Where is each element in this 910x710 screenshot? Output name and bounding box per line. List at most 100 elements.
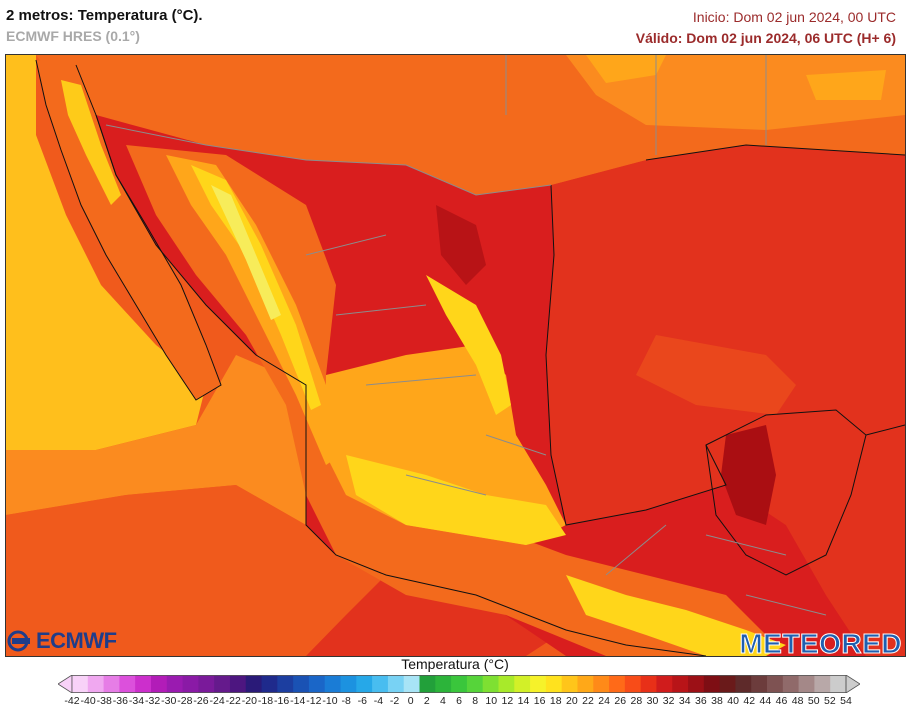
cool-sea-region — [6, 55, 206, 450]
colorbar-swatch — [182, 675, 199, 693]
pacific-coastline — [95, 114, 707, 656]
colorbar-tick-label: -2 — [389, 695, 400, 707]
colorbar-swatch — [482, 675, 499, 693]
colorbar-tick-label: 26 — [614, 695, 627, 707]
colorbar-tick-label: 12 — [501, 695, 514, 707]
baja-highland — [61, 80, 121, 205]
colorbar-max-arrow — [845, 675, 860, 693]
sierra-madre-highland — [191, 165, 321, 410]
colorbar — [58, 675, 860, 693]
colorbar-swatch — [387, 675, 405, 693]
colorbar-swatch — [703, 675, 721, 693]
colorbar-swatch — [814, 675, 831, 693]
header-left: 2 metros: Temperatura (°C). ECMWF HRES (… — [6, 6, 203, 46]
colorbar-tick-label: 6 — [456, 695, 462, 707]
valid-time: Válido: Dom 02 jun 2024, 06 UTC (H+ 6) — [635, 30, 896, 46]
colorbar-tick-label: 40 — [727, 695, 739, 707]
colorbar-swatch — [419, 675, 436, 693]
colorbar-tick-label: -42 — [64, 695, 80, 707]
colorbar-swatch — [435, 675, 452, 693]
colorbar-swatch — [87, 675, 105, 693]
colorbar-tick-label: 34 — [678, 695, 691, 707]
colorbar-swatch — [150, 675, 168, 693]
colorbar-tick-label: 42 — [743, 695, 756, 707]
colorbar-tick-label: 46 — [775, 695, 788, 707]
colorbar-tick-label: 44 — [759, 695, 772, 707]
colorbar-swatch — [135, 675, 152, 693]
colorbar-tick-label: 48 — [791, 695, 804, 707]
init-time: Inicio: Dom 02 jun 2024, 00 UTC — [692, 9, 896, 25]
colorbar-tick-label: -26 — [193, 695, 209, 707]
colorbar-swatch — [214, 675, 231, 693]
colorbar-tick-label: 24 — [598, 695, 610, 707]
colorbar-swatch — [656, 675, 673, 693]
colorbar-tick-label: -10 — [322, 695, 338, 707]
colorbar-tick-label: -28 — [177, 695, 193, 707]
colorbar-swatch — [719, 675, 736, 693]
colorbar-tick-label: 32 — [662, 695, 675, 707]
colorbar-tick-label: 28 — [630, 695, 643, 707]
colorbar-tick-label: -22 — [225, 695, 241, 707]
ecmwf-logo: ECMWF — [7, 628, 117, 654]
colorbar-swatch — [609, 675, 626, 693]
colorbar-swatch — [545, 675, 563, 693]
colorbar-swatch — [798, 675, 815, 693]
colorbar-tick-label: 16 — [533, 695, 546, 707]
colorbar-tick-label: 8 — [472, 695, 479, 707]
colorbar-swatch — [356, 675, 373, 693]
colorbar-tick-label: 54 — [840, 695, 852, 707]
colorbar-swatch — [451, 675, 468, 693]
colorbar-label: Temperatura (°C) — [401, 656, 509, 672]
colorbar-tick-label: 20 — [566, 695, 578, 707]
colorbar-tick-label: 4 — [439, 695, 446, 707]
sierra-madre-peak — [211, 185, 281, 320]
meteored-logo: METEORED — [739, 628, 902, 660]
colorbar-swatch — [229, 675, 247, 693]
colorbar-tick-label: -16 — [274, 695, 290, 707]
map-title: 2 metros: Temperatura (°C). — [6, 7, 203, 24]
colorbar-tick-label: 36 — [695, 695, 707, 707]
colorbar-swatch — [277, 675, 294, 693]
colorbar-swatch — [688, 675, 705, 693]
colorbar-swatch — [593, 675, 610, 693]
colorbar-tick-label: 14 — [517, 695, 530, 707]
colorbar-swatch — [767, 675, 784, 693]
colorbar-swatch — [166, 675, 184, 693]
colorbar-swatch — [340, 675, 357, 693]
colorbar-swatch — [72, 675, 89, 693]
colorbar-swatch — [782, 675, 800, 693]
colorbar-outline — [71, 675, 847, 693]
colorbar-tick-label: 2 — [423, 695, 430, 707]
mexico-warm-land — [126, 145, 766, 656]
colorbar-swatch — [830, 675, 847, 693]
state-borders — [105, 55, 827, 616]
mild-sea-region — [6, 355, 336, 555]
colorbar-swatch — [293, 675, 310, 693]
ecmwf-logo-text: ECMWF — [36, 628, 117, 653]
colorbar-swatch — [561, 675, 578, 693]
colorbar-swatch — [119, 675, 136, 693]
colorbar-tick-label: -30 — [161, 695, 177, 707]
map-svg — [6, 55, 905, 656]
gulf-warm-patch — [636, 335, 796, 415]
colorbar-swatch — [466, 675, 484, 693]
colorbar-swatch — [530, 675, 547, 693]
temperature-map[interactable] — [5, 54, 906, 657]
colorbar-swatch — [640, 675, 657, 693]
colorbar-swatch — [735, 675, 752, 693]
colorbar-swatch — [324, 675, 342, 693]
colorbar-tick-label: -4 — [373, 695, 384, 707]
sierra-madre-oriental — [426, 275, 511, 415]
colorbar-tick-label: -6 — [357, 695, 367, 707]
colorbar-tick-label: 10 — [485, 695, 498, 707]
colorbar-swatch — [498, 675, 515, 693]
colorbar-ticks: -42 -40 -38 -36 -34 -32 -30 -28 -26 -24 -22 -20 -18-… — [0, 695, 910, 709]
colorbar-tick-label: 22 — [582, 695, 594, 707]
colorbar-tick-label: 38 — [711, 695, 723, 707]
colorbar-tick-label: -24 — [209, 695, 225, 707]
ecmwf-emblem-icon — [7, 630, 30, 652]
gulf-coastline — [545, 144, 905, 526]
colorbar-swatch — [403, 675, 421, 693]
colorbar-tick-label: -40 — [80, 695, 96, 707]
colorbar-swatch — [103, 675, 120, 693]
